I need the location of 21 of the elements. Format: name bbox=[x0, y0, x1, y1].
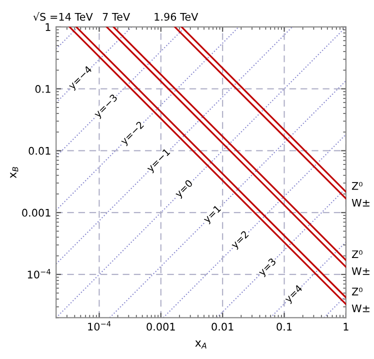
x-tick-label: 0.001 bbox=[146, 322, 175, 331]
series-label: W± bbox=[352, 304, 370, 312]
text: 1.96 TeV bbox=[154, 12, 198, 21]
y-tick-label: 10$^{−4}$ bbox=[28, 269, 50, 278]
y-tick-label: 0.1 bbox=[35, 85, 50, 93]
y-tick-label: 1 bbox=[46, 23, 50, 31]
x-tick-label: 0.01 bbox=[212, 322, 234, 331]
y-tick-label: 0.001 bbox=[22, 208, 50, 217]
series-label: Z⁰ bbox=[352, 288, 362, 296]
text: 7 TeV bbox=[102, 13, 130, 21]
y-axis-title: x$_{B}$ bbox=[10, 166, 18, 178]
x-tick-label: 1 bbox=[344, 322, 348, 330]
series-label: W± bbox=[352, 267, 370, 275]
series-label: Z⁰ bbox=[352, 250, 362, 258]
y-tick-label: 0.01 bbox=[28, 146, 50, 155]
x-tick-label: 10$^{−4}$ bbox=[88, 321, 111, 331]
text: √S =14 TeV bbox=[33, 12, 93, 21]
x-tick-label: 0.1 bbox=[276, 322, 292, 331]
x-axis-title: x$_{A}$ bbox=[195, 340, 206, 348]
series-label: Z⁰ bbox=[352, 182, 362, 190]
series-label: W± bbox=[352, 198, 370, 207]
